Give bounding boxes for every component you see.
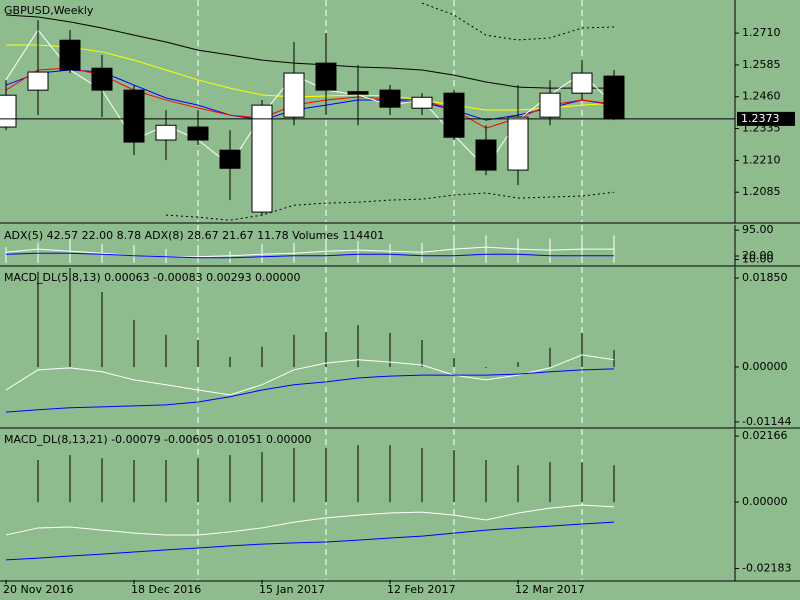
- candle-body: [59, 39, 81, 71]
- candle-body: [475, 139, 497, 171]
- panel-title: GBPUSD,Weekly: [4, 4, 94, 17]
- y-tick-label: -0.01144: [742, 415, 791, 428]
- current-price-label: 1.2373: [741, 112, 780, 125]
- candle-body: [187, 126, 209, 141]
- candle-body: [507, 116, 529, 171]
- candle-body: [379, 89, 401, 108]
- y-tick-label: -0.02183: [742, 562, 791, 575]
- y-tick-label: 1.2210: [742, 153, 781, 166]
- indicator-line: [165, 191, 615, 221]
- indicator-line: [5, 14, 614, 89]
- candle-body: [251, 104, 273, 213]
- candle-body: [347, 91, 369, 95]
- candle-body: [283, 72, 305, 118]
- y-tick-label: 95.00: [742, 223, 774, 236]
- y-tick-label: 0.01850: [742, 271, 788, 284]
- y-tick-label: 1.2585: [742, 58, 781, 71]
- y-tick-label: 0.00000: [742, 360, 788, 373]
- panel: [5, 429, 615, 580]
- panel-title: ADX(5) 42.57 22.00 8.78 ADX(8) 28.67 21.…: [4, 229, 384, 242]
- y-tick-label: 20.00: [742, 249, 774, 262]
- indicator-line: [6, 44, 615, 111]
- indicator-line: [5, 354, 615, 396]
- x-tick-label: 18 Dec 2016: [131, 583, 201, 596]
- candle-body: [0, 94, 17, 128]
- candle-body: [155, 124, 177, 141]
- x-tick-label: 12 Mar 2017: [515, 583, 585, 596]
- y-tick-label: 1.2460: [742, 90, 781, 103]
- current-price-box: [737, 111, 795, 126]
- indicator-line: [5, 504, 615, 536]
- candle-body: [411, 96, 433, 109]
- candle-body: [91, 67, 113, 91]
- candle-body: [219, 149, 241, 169]
- indicator-line: [5, 252, 614, 259]
- x-tick-label: 15 Jan 2017: [259, 583, 325, 596]
- y-tick-label: 0.00000: [742, 495, 788, 508]
- panel: [5, 267, 615, 427]
- panel-title: MACD_DL(8,13,21) -0.00079 -0.00605 0.010…: [4, 433, 312, 446]
- indicator-line: [5, 246, 614, 258]
- panel-title: MACD_DL(5,8,13) 0.00063 -0.00083 0.00293…: [4, 271, 301, 284]
- x-tick-label: 12 Feb 2017: [387, 583, 455, 596]
- candle-body: [27, 71, 49, 91]
- candle-body: [571, 72, 593, 94]
- candle-body: [443, 92, 465, 138]
- y-tick-label: 1.2085: [742, 185, 781, 198]
- y-tick-label: 10.00: [742, 252, 774, 265]
- indicator-line: [5, 368, 615, 413]
- x-tick-label: 20 Nov 2016: [3, 583, 73, 596]
- candle-body: [539, 92, 561, 118]
- y-tick-label: 1.2710: [742, 26, 781, 39]
- y-tick-label: 0.02166: [742, 429, 788, 442]
- panel: [5, 225, 615, 265]
- indicator-line: [5, 521, 615, 561]
- candle-body: [603, 75, 625, 120]
- candle-body: [315, 62, 337, 91]
- candle-body: [123, 89, 145, 143]
